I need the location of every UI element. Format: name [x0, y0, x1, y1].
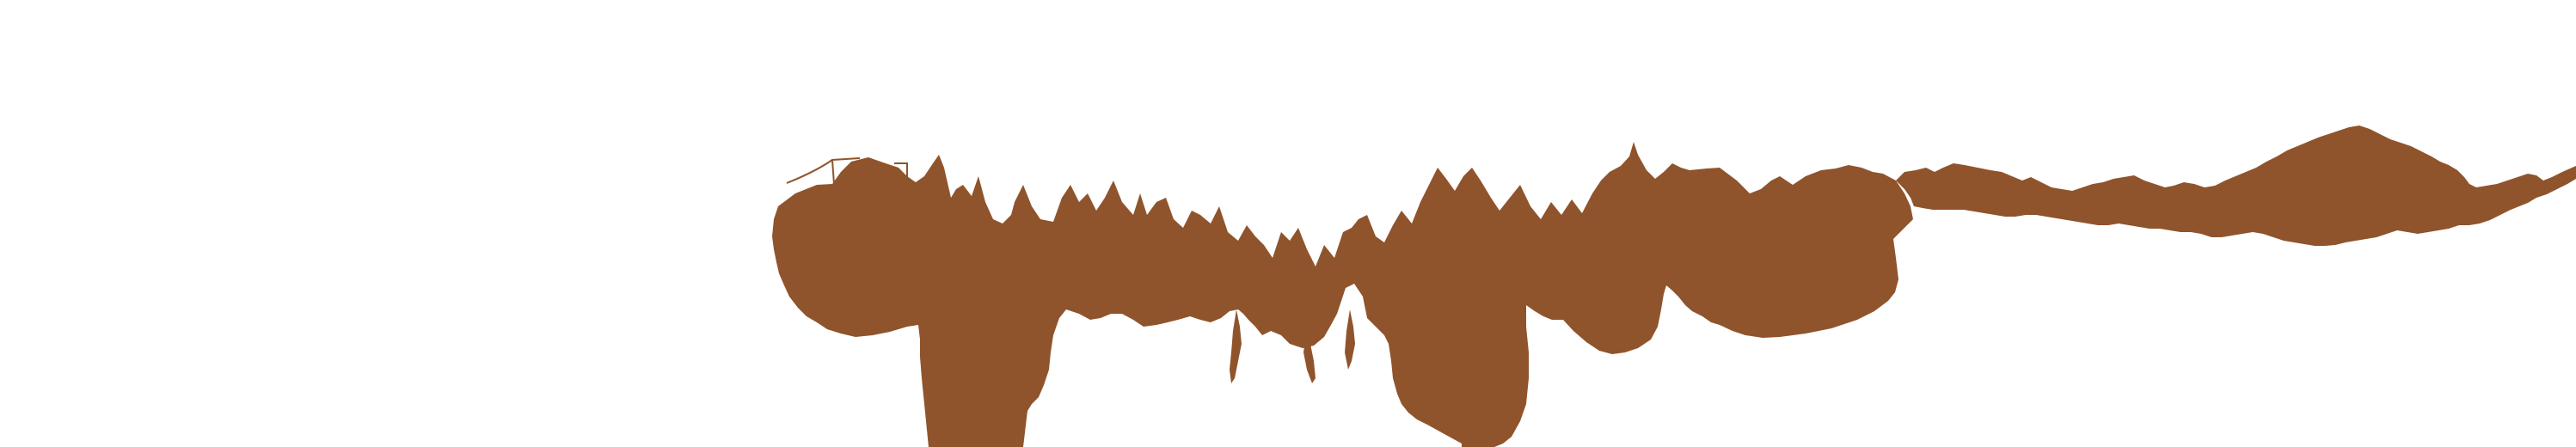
drip-detail	[1230, 309, 1242, 383]
drip-detail	[1303, 327, 1316, 383]
brush-silhouette	[772, 126, 2576, 447]
outline-flourish	[894, 162, 908, 181]
drip-detail	[1345, 309, 1355, 370]
main-mass	[772, 142, 1913, 447]
right-tail	[1896, 126, 2576, 246]
outline-flourish	[831, 159, 835, 185]
